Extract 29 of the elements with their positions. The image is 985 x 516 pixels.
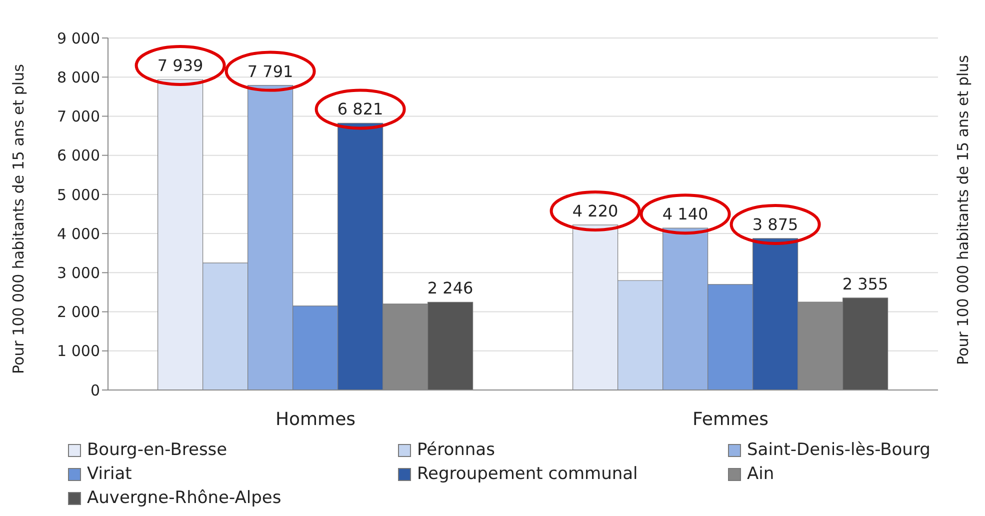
- y-tick-label: 7 000: [57, 108, 100, 126]
- legend-label: Auvergne-Rhône-Alpes: [87, 488, 282, 508]
- y-tick-label: 9 000: [57, 29, 100, 48]
- data-label: 7 791: [247, 62, 294, 81]
- y-tick-label: 3 000: [57, 264, 100, 282]
- legend-label: Bourg-en-Bresse: [87, 440, 228, 460]
- y-axis-title: Pour 100 000 habitants de 15 ans et plus: [9, 64, 28, 374]
- y-tick-label: 6 000: [57, 146, 100, 165]
- data-label: 3 875: [752, 214, 798, 234]
- legend-label: Ain: [747, 464, 774, 484]
- y2-axis-title: Pour 100 000 habitants de 15 ans et plus: [954, 54, 972, 365]
- y-tick-label: 4 000: [57, 224, 100, 243]
- y-tick-label: 2 000: [57, 303, 100, 322]
- legend-label: Regroupement communal: [417, 464, 638, 484]
- data-label: 2 355: [842, 274, 888, 294]
- data-label: 4 220: [572, 201, 618, 220]
- data-label: 7 939: [157, 56, 204, 75]
- legend-label: Péronnas: [417, 440, 495, 460]
- data-label: 6 821: [337, 100, 384, 119]
- legend-label: Viriat: [87, 464, 132, 484]
- y-tick-label: 1 000: [57, 342, 100, 360]
- data-label: 4 140: [662, 204, 708, 224]
- y-tick-label: 0: [90, 381, 100, 400]
- y-tick-label: 5 000: [57, 186, 100, 204]
- data-label: 2 246: [427, 278, 474, 298]
- x-tick-label: Femmes: [692, 408, 768, 430]
- x-tick-label: Hommes: [275, 408, 356, 430]
- legend-label: Saint-Denis-lès-Bourg: [747, 440, 930, 460]
- y-tick-label: 8 000: [57, 68, 100, 86]
